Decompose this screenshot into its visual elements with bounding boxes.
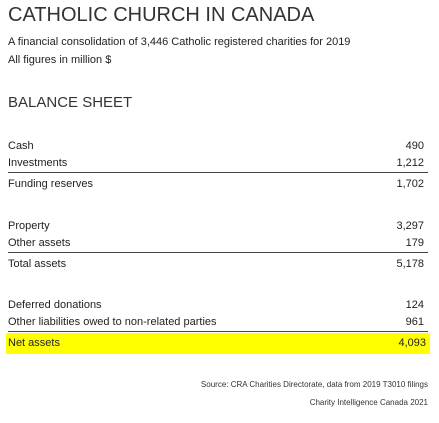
table-row: Investments 1,212 (8, 155, 428, 173)
row-label: Deferred donations (8, 299, 102, 311)
row-label: Property (8, 220, 50, 232)
row-label: Total assets (8, 258, 67, 270)
table-row: Property 3,297 (8, 218, 428, 235)
table-row: Net assets 4,093 (6, 333, 430, 354)
row-value: 4,093 (398, 337, 426, 349)
subtitle: A financial consolidation of 3,446 Catho… (8, 36, 351, 48)
row-value: 1,212 (396, 157, 424, 169)
row-value: 490 (405, 140, 424, 152)
table-row: Other liabilities owed to non-related pa… (8, 314, 428, 332)
row-label: Net assets (8, 337, 60, 349)
row-label: Cash (8, 140, 34, 152)
row-label: Investments (8, 157, 68, 169)
footer-note: Source: CRA Charities Directorate, data … (200, 380, 428, 389)
table-row: Deferred donations 124 (8, 297, 428, 314)
row-value: 1,702 (396, 178, 424, 190)
section-title: BALANCE SHEET (8, 94, 133, 111)
table-row: Total assets 5,178 (8, 256, 428, 273)
row-value: 5,178 (396, 258, 424, 270)
table-row: Cash 490 (8, 138, 428, 155)
footer-note: Charity Intelligence Canada 2021 (309, 398, 428, 407)
row-value: 179 (405, 237, 424, 249)
units: All figures in million $ (8, 54, 112, 66)
row-value: 3,297 (396, 220, 424, 232)
table-row: Funding reserves 1,702 (8, 176, 428, 193)
title: CATHOLIC CHURCH IN CANADA (8, 4, 315, 26)
table-row: Other assets 179 (8, 235, 428, 253)
row-label: Other liabilities owed to non-related pa… (8, 316, 217, 328)
row-label: Funding reserves (8, 178, 93, 190)
row-value: 124 (405, 299, 424, 311)
row-value: 961 (405, 316, 424, 328)
row-label: Other assets (8, 237, 71, 249)
